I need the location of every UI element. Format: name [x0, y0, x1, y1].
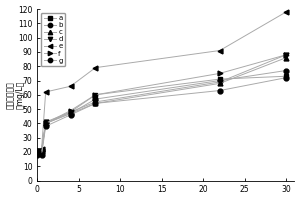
- e: [44, 91, 47, 93]
- e: [218, 49, 222, 52]
- d: [36, 149, 39, 152]
- d: [44, 121, 47, 123]
- e: [36, 149, 39, 152]
- g: [94, 102, 97, 105]
- f: [40, 152, 43, 155]
- Y-axis label: 溶解性总固体
（mg/L）: 溶解性总固体 （mg/L）: [6, 81, 25, 109]
- Line: c: c: [35, 55, 289, 153]
- g: [44, 125, 47, 127]
- g: [69, 114, 72, 116]
- b: [284, 69, 288, 72]
- e: [69, 85, 72, 87]
- e: [284, 11, 288, 13]
- f: [44, 122, 47, 125]
- a: [218, 78, 222, 80]
- Line: b: b: [35, 68, 289, 153]
- e: [94, 66, 97, 69]
- b: [218, 79, 222, 82]
- b: [40, 149, 43, 152]
- b: [36, 149, 39, 152]
- a: [94, 94, 97, 96]
- b: [44, 122, 47, 125]
- Line: f: f: [35, 52, 289, 156]
- g: [218, 89, 222, 92]
- c: [284, 56, 288, 59]
- a: [36, 149, 39, 152]
- d: [218, 81, 222, 83]
- c: [218, 82, 222, 85]
- a: [40, 149, 43, 152]
- c: [94, 102, 97, 105]
- g: [40, 154, 43, 156]
- Line: d: d: [35, 52, 289, 153]
- b: [69, 112, 72, 115]
- c: [69, 112, 72, 115]
- f: [284, 54, 288, 56]
- d: [94, 101, 97, 103]
- f: [218, 72, 222, 75]
- d: [284, 54, 288, 56]
- f: [36, 152, 39, 155]
- a: [44, 122, 47, 125]
- d: [40, 149, 43, 152]
- Line: e: e: [35, 9, 289, 153]
- a: [284, 75, 288, 77]
- Line: a: a: [35, 74, 289, 153]
- c: [44, 122, 47, 125]
- f: [69, 109, 72, 112]
- c: [36, 149, 39, 152]
- e: [40, 148, 43, 150]
- Legend: a, b, c, d, e, f, g: a, b, c, d, e, f, g: [41, 13, 65, 66]
- Line: g: g: [35, 75, 289, 157]
- g: [36, 154, 39, 156]
- d: [69, 111, 72, 113]
- b: [94, 98, 97, 100]
- a: [69, 111, 72, 113]
- f: [94, 94, 97, 96]
- c: [40, 149, 43, 152]
- g: [284, 76, 288, 79]
